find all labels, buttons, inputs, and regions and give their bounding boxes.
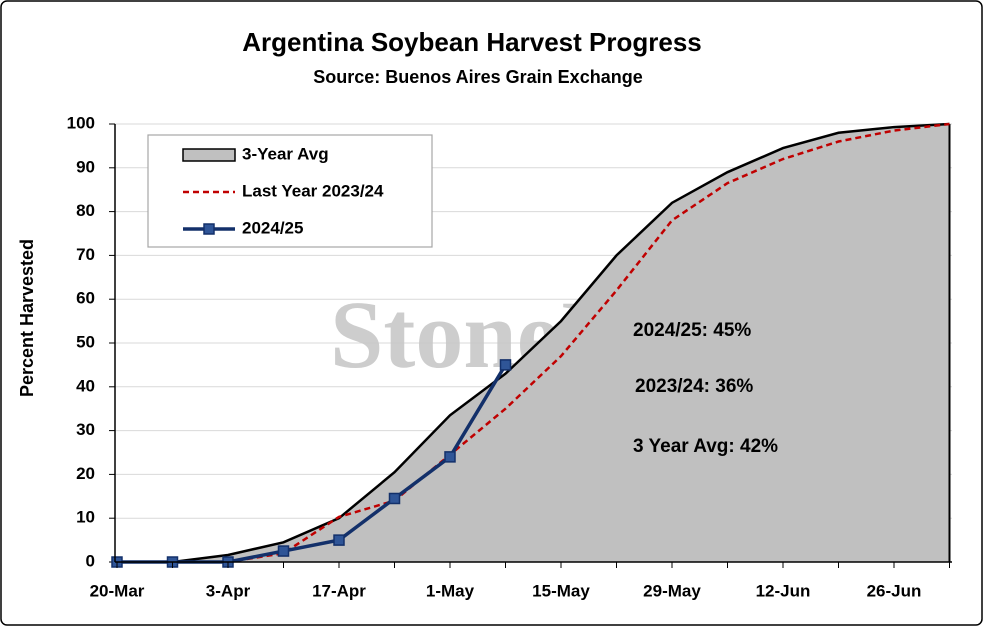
marker — [499, 359, 512, 371]
y-tick-label: 100 — [67, 113, 95, 132]
legend-marker — [203, 223, 215, 235]
y-tick-label: 50 — [76, 332, 95, 351]
x-tick-label: 20-Mar — [90, 581, 145, 600]
marker — [333, 534, 345, 546]
y-tick-label: 40 — [76, 376, 95, 395]
y-tick-label: 80 — [76, 201, 95, 220]
x-tick-label: 3-Apr — [206, 581, 251, 600]
marker — [444, 451, 456, 463]
y-tick-label: 70 — [76, 245, 95, 264]
legend-label: 2024/25 — [242, 218, 303, 237]
line — [117, 122, 950, 564]
marker — [388, 492, 401, 505]
annotation: 3 Year Avg: 42% — [633, 436, 778, 457]
y-tick-label: 60 — [76, 289, 95, 308]
chart-subtitle: Source: Buenos Aires Grain Exchange — [313, 67, 642, 87]
legend-label: 3-Year Avg — [242, 144, 329, 163]
y-tick-label: 10 — [76, 508, 95, 527]
marker — [277, 545, 290, 557]
chart-title: Argentina Soybean Harvest Progress — [242, 27, 702, 57]
x-tick-label: 12-Jun — [756, 581, 811, 600]
x-tick-label: 17-Apr — [312, 581, 366, 600]
area — [117, 124, 950, 562]
x-tick-label: 26-Jun — [867, 581, 922, 600]
y-tick-label: 30 — [76, 420, 95, 439]
legend-swatch — [182, 148, 236, 162]
x-tick-label: 29-May — [643, 581, 701, 600]
y-tick-label: 90 — [76, 157, 95, 176]
x-tick-label: 1-May — [426, 581, 475, 600]
annotation: 2024/25: 45% — [633, 320, 751, 341]
x-tick-label: 15-May — [532, 581, 590, 600]
y-tick-label: 20 — [76, 464, 95, 483]
legend-label: Last Year 2023/24 — [242, 181, 384, 200]
area-outline — [117, 122, 950, 564]
annotation: 2023/24: 36% — [635, 376, 753, 397]
y-axis-label: Percent Harvested — [17, 239, 37, 397]
y-tick-label: 0 — [86, 551, 95, 570]
